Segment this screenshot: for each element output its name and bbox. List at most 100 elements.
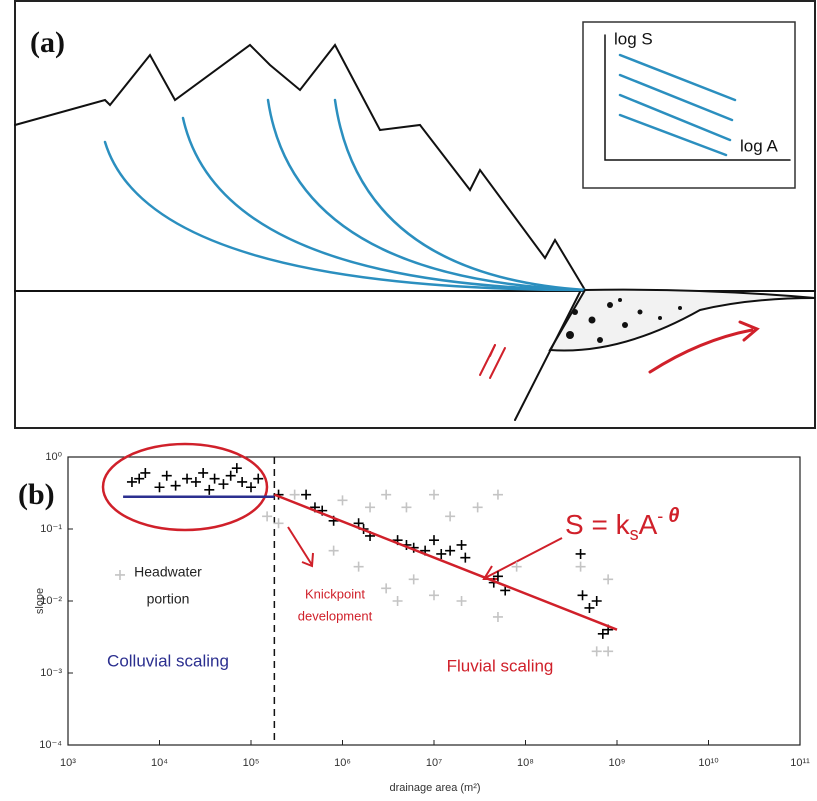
x-tick-label: 10⁷ xyxy=(426,757,442,769)
x-tick-label: 10⁴ xyxy=(151,757,168,769)
data-point xyxy=(392,596,403,606)
mountain-profile xyxy=(14,43,586,291)
x-tick-label: 10⁹ xyxy=(609,757,626,769)
inset-x-label: log A xyxy=(740,136,778,155)
data-point xyxy=(436,548,447,559)
panel-label: (b) xyxy=(18,478,55,511)
inset-lines xyxy=(618,53,737,157)
equation-part: - xyxy=(657,506,668,526)
transport-arrowhead xyxy=(738,320,760,342)
data-point xyxy=(492,489,503,500)
data-point xyxy=(225,470,236,481)
data-point xyxy=(381,489,392,500)
annotation: Knickpoint xyxy=(305,586,365,601)
fault-motion-arrow xyxy=(479,344,506,379)
data-point xyxy=(429,590,439,601)
data-point xyxy=(365,502,376,513)
knickpoint-arrow xyxy=(287,526,314,568)
data-point xyxy=(577,590,588,601)
annotation: portion xyxy=(147,591,190,607)
data-point xyxy=(597,628,608,639)
data-point xyxy=(209,473,220,484)
data-point xyxy=(182,473,193,484)
river-profile xyxy=(266,98,587,292)
y-tick-label: 10⁰ xyxy=(45,451,62,463)
data-point xyxy=(408,574,419,585)
data-point xyxy=(190,476,201,487)
data-point xyxy=(328,545,339,556)
data-point xyxy=(429,489,439,500)
data-point xyxy=(262,511,273,522)
data-point xyxy=(575,548,586,559)
river-profile xyxy=(103,140,587,292)
panel-b: (b) drainage area (m²) slope 10³ 10⁴ 10⁵ 10… xyxy=(18,442,810,794)
x-tick-label: 10⁸ xyxy=(517,757,534,769)
equation-part: S = k xyxy=(565,509,631,540)
data-point xyxy=(140,467,151,478)
data-point xyxy=(445,511,456,522)
equation-part: s xyxy=(630,524,639,544)
data-point xyxy=(456,596,467,606)
data-point xyxy=(337,495,348,506)
data-point xyxy=(231,463,242,474)
data-point xyxy=(161,470,172,481)
x-tick-label: 10¹⁰ xyxy=(698,757,719,769)
transport-arrow xyxy=(648,328,754,374)
y-axis-label: slope xyxy=(34,588,46,614)
data-point xyxy=(381,583,392,594)
data-point xyxy=(445,545,456,556)
data-point xyxy=(500,585,511,596)
data-point xyxy=(353,561,364,572)
data-point xyxy=(492,611,503,622)
annotation: development xyxy=(298,608,373,623)
sediment-wedge xyxy=(548,288,816,352)
data-point xyxy=(511,561,522,572)
y-tick-label: 10⁻⁴ xyxy=(39,739,62,751)
data-point xyxy=(401,502,412,513)
annotation: Fluvial scaling xyxy=(447,656,554,675)
data-point xyxy=(575,561,586,572)
annotation: Colluvial scaling xyxy=(107,651,229,670)
data-point xyxy=(170,480,181,491)
y-tick-label: 10⁻³ xyxy=(40,667,62,679)
river-profile xyxy=(333,98,587,292)
headwater-ellipse xyxy=(101,442,269,532)
data-point xyxy=(198,467,209,478)
x-tick-label: 10⁵ xyxy=(243,757,260,769)
annotation: Headwater xyxy=(134,564,202,580)
data-point xyxy=(114,569,125,580)
river-profile xyxy=(181,116,587,292)
data-point xyxy=(492,571,503,582)
data-point xyxy=(273,518,284,529)
data-point xyxy=(237,476,248,487)
fit-line xyxy=(273,493,618,631)
data-point xyxy=(154,482,165,493)
x-tick-label: 10⁶ xyxy=(334,757,351,769)
panel-a: (a) log S log A xyxy=(14,0,816,429)
data-point xyxy=(134,473,145,484)
x-axis-label: drainage area (m²) xyxy=(389,782,480,794)
panel-label: (a) xyxy=(30,26,65,59)
data-point xyxy=(591,596,602,606)
data-point xyxy=(603,574,614,585)
data-point xyxy=(472,502,483,513)
x-tick-label: 10³ xyxy=(60,757,76,769)
data-point xyxy=(289,489,300,500)
equation-part: θ xyxy=(668,505,679,527)
data-point xyxy=(126,476,137,487)
equation-arrow xyxy=(482,537,563,580)
data-point xyxy=(591,646,602,657)
data-point xyxy=(603,646,614,657)
data-point xyxy=(456,539,467,550)
data-point xyxy=(584,602,595,613)
inset-axes xyxy=(604,34,791,161)
data-point xyxy=(460,552,471,563)
y-tick-label: 10⁻¹ xyxy=(40,523,62,535)
data-point xyxy=(218,479,229,490)
data-point xyxy=(429,535,439,546)
data-point xyxy=(253,473,264,484)
data-point xyxy=(246,482,256,493)
panel-frame xyxy=(14,0,816,429)
sediment-clasts xyxy=(566,298,682,343)
